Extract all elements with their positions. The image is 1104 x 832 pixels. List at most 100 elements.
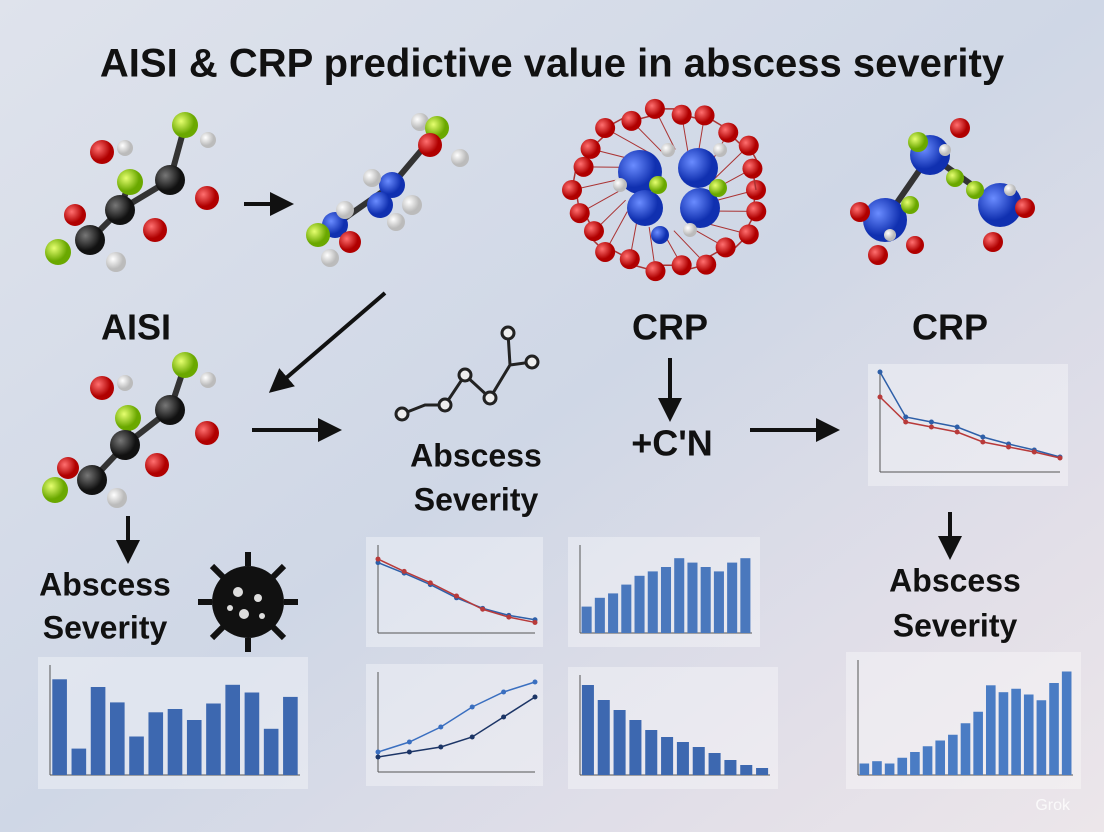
bar [629, 720, 642, 775]
atom [336, 201, 354, 219]
bar [597, 700, 610, 775]
atom [621, 110, 642, 131]
chart-panel [366, 537, 543, 647]
atom [367, 192, 393, 218]
bar [676, 742, 689, 775]
atom [90, 376, 114, 400]
crp-label: CRP [632, 307, 708, 348]
abscess-label: Abscess [889, 562, 1021, 598]
point [438, 744, 444, 750]
atom [671, 104, 692, 125]
watermark: Grok [1035, 797, 1071, 814]
atom [145, 453, 169, 477]
atom [868, 245, 888, 265]
atom [715, 237, 736, 258]
atom [901, 196, 919, 214]
abscess-label: Abscess [410, 437, 542, 473]
point [406, 749, 412, 755]
atom [379, 172, 405, 198]
bar [960, 723, 971, 775]
chart-panel [366, 664, 543, 786]
point [506, 614, 512, 620]
atom [321, 249, 339, 267]
bar [935, 740, 946, 775]
atom [1015, 198, 1035, 218]
bar [727, 562, 738, 633]
bar [148, 712, 164, 775]
line-series [879, 396, 1061, 459]
bar [859, 763, 870, 775]
point [980, 439, 986, 445]
atom [908, 132, 928, 152]
atom [45, 239, 71, 265]
title: AISI & CRP predictive value in abscess s… [100, 42, 1005, 86]
atom [696, 254, 717, 275]
atom [644, 98, 665, 119]
bar [613, 710, 626, 775]
atom [738, 224, 759, 245]
bar [985, 685, 996, 775]
atom [402, 195, 422, 215]
abscess-label: Abscess [39, 566, 171, 602]
atom [90, 140, 114, 164]
chain-diagram [394, 325, 540, 422]
atom [75, 225, 105, 255]
atom [155, 165, 185, 195]
atom [645, 261, 666, 282]
point [532, 679, 538, 685]
bar [594, 597, 605, 633]
point [1057, 455, 1063, 461]
atom [573, 156, 594, 177]
atom [562, 180, 582, 200]
bar [661, 737, 674, 775]
atom [117, 169, 143, 195]
atom [671, 255, 692, 276]
atom [649, 176, 667, 194]
point [427, 580, 433, 586]
atom [200, 132, 216, 148]
bar [692, 747, 705, 775]
point [375, 556, 381, 562]
atom [411, 113, 429, 131]
atom [595, 241, 616, 262]
bar [756, 768, 769, 775]
bar [740, 558, 751, 633]
point [406, 739, 412, 745]
point [532, 619, 538, 625]
atom [863, 198, 907, 242]
atom [850, 202, 870, 222]
point [454, 593, 459, 599]
bar [1049, 683, 1059, 775]
atom [115, 405, 141, 431]
point [928, 424, 934, 430]
atom [172, 112, 198, 138]
bar [998, 692, 1009, 775]
bar [1011, 688, 1021, 775]
bar [608, 593, 619, 633]
bar [283, 696, 298, 775]
point [480, 606, 486, 612]
point [877, 394, 883, 400]
bar [922, 746, 933, 775]
atom [906, 236, 924, 254]
atom [107, 488, 127, 508]
abscess-label: Severity [414, 481, 539, 517]
bar [206, 703, 221, 775]
point [401, 568, 407, 574]
atom [106, 252, 126, 272]
bar [634, 575, 645, 633]
bar [884, 763, 895, 775]
bar [645, 730, 658, 775]
point [375, 749, 381, 755]
atom [339, 231, 361, 253]
atom [983, 232, 1003, 252]
atom [1004, 184, 1016, 196]
atom [200, 372, 216, 388]
atom [77, 465, 107, 495]
bar [674, 558, 685, 633]
point [1031, 449, 1037, 455]
bar [872, 761, 882, 775]
chart-panel [868, 364, 1068, 486]
atom [946, 169, 964, 187]
